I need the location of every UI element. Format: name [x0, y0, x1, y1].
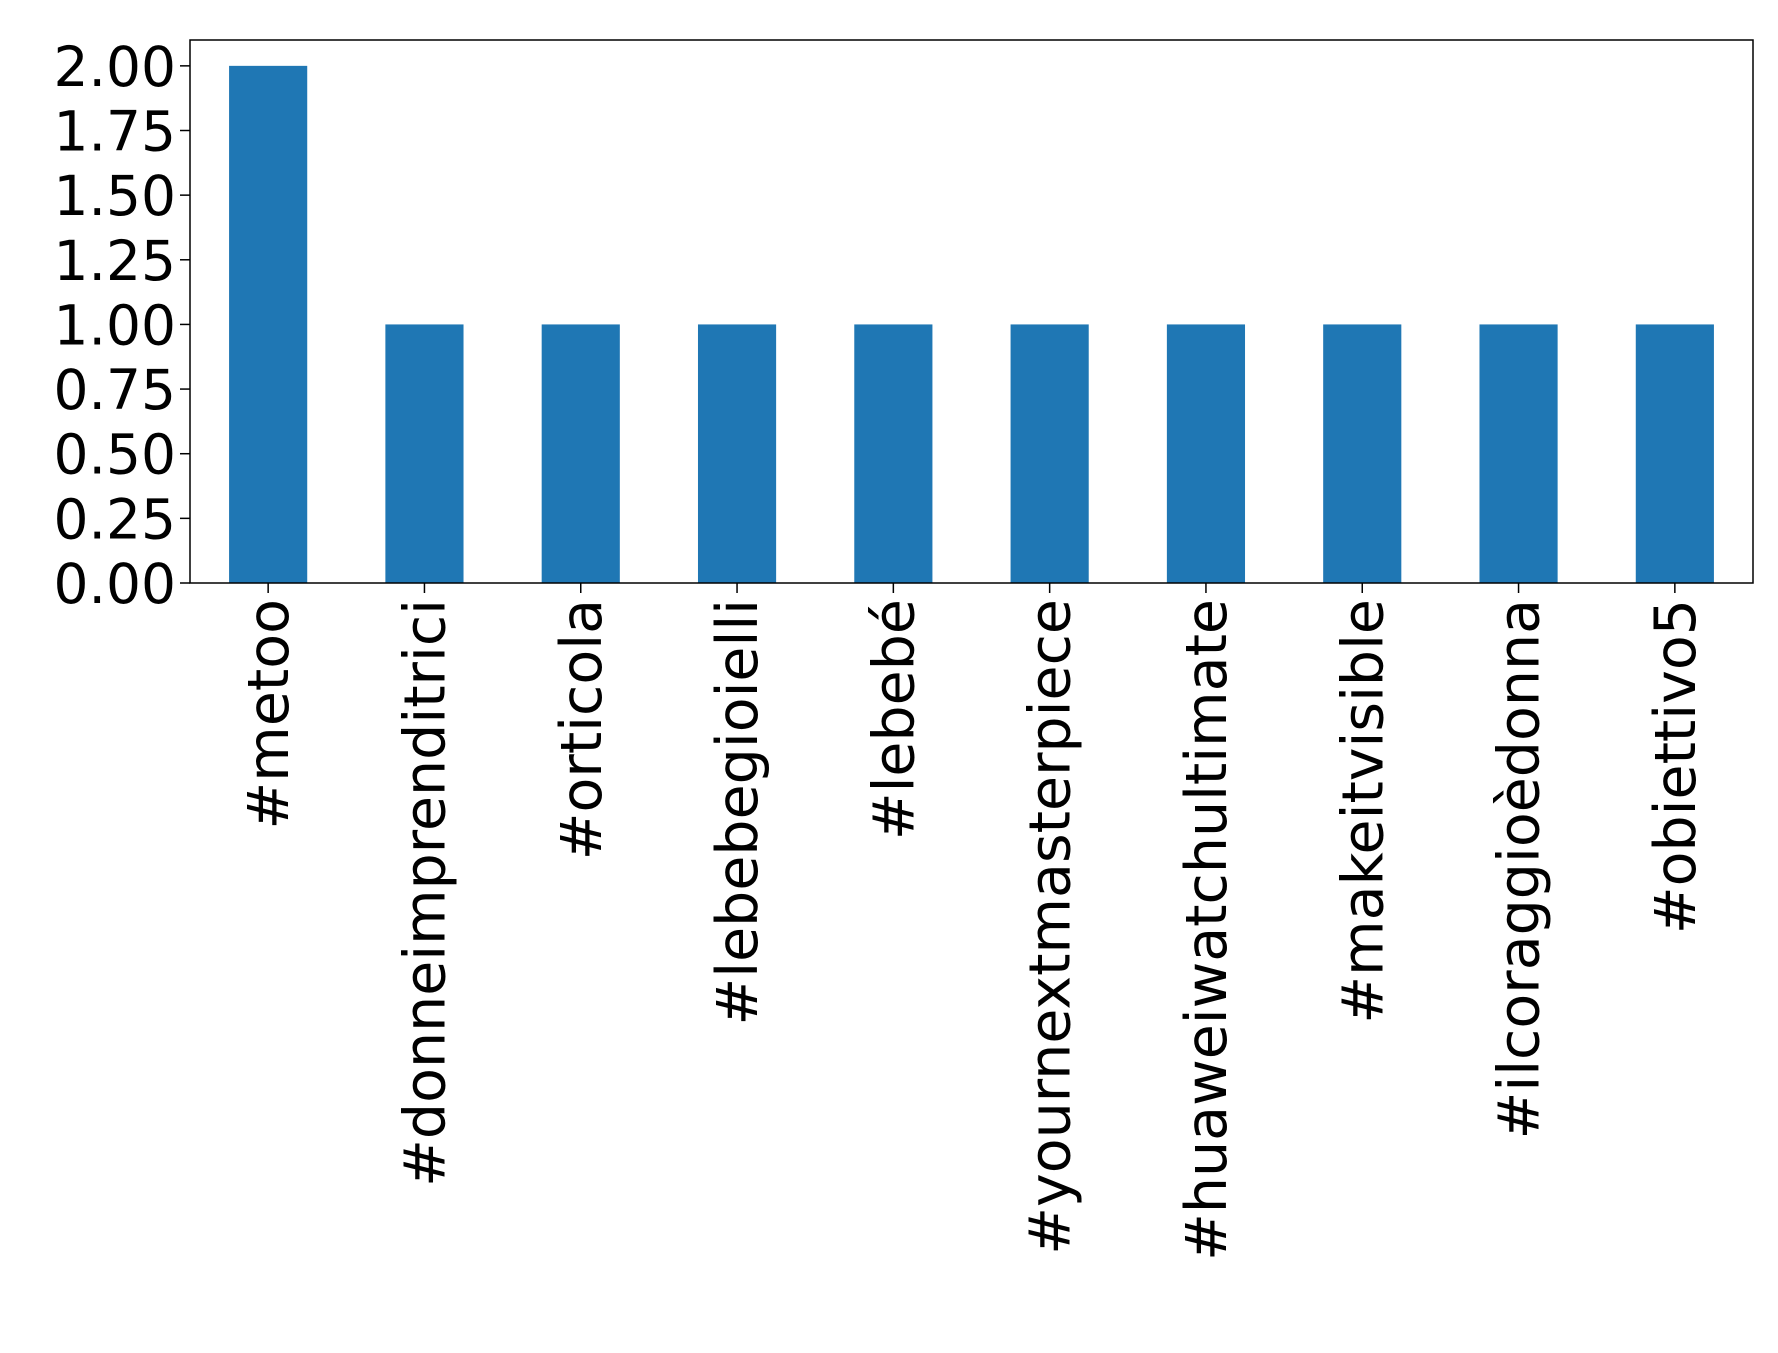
y-tick-label: 0.50 [54, 423, 176, 487]
bar [385, 324, 464, 583]
x-tick-label: #orticola [549, 599, 615, 860]
x-tick-label: #obiettivo5 [1643, 599, 1709, 934]
bar [854, 324, 933, 583]
y-tick-label: 0.00 [54, 552, 176, 616]
bar [1479, 324, 1558, 583]
y-tick-label: 1.25 [54, 229, 176, 293]
x-tick-label: #donneimprenditrici [392, 599, 458, 1187]
bar [1635, 324, 1714, 583]
y-tick-label: 1.50 [54, 164, 176, 228]
x-tick-label: #lebebegioielli [705, 599, 771, 1025]
bar [1010, 324, 1089, 583]
bar [1166, 324, 1246, 583]
bar [697, 324, 777, 583]
x-tick-label: #ilcoraggioèdonna [1487, 599, 1553, 1139]
x-tick-label: #yournextmasterpiece [1018, 599, 1084, 1255]
bar [541, 324, 620, 583]
y-tick-label: 0.75 [54, 358, 176, 422]
plot-frame [189, 39, 1754, 584]
y-tick-label: 1.00 [54, 293, 176, 357]
x-tick-label: #makeitvisible [1330, 599, 1396, 1024]
bar [1323, 324, 1402, 583]
x-tick-label: #metoo [236, 599, 302, 829]
bar [229, 65, 308, 584]
x-tick-label: #huaweiwatchultimate [1174, 599, 1240, 1261]
y-tick-label: 2.00 [54, 35, 176, 99]
x-tick-label: #lebebé [861, 599, 927, 840]
y-tick-label: 0.25 [54, 487, 176, 551]
y-tick-label: 1.75 [54, 100, 176, 164]
